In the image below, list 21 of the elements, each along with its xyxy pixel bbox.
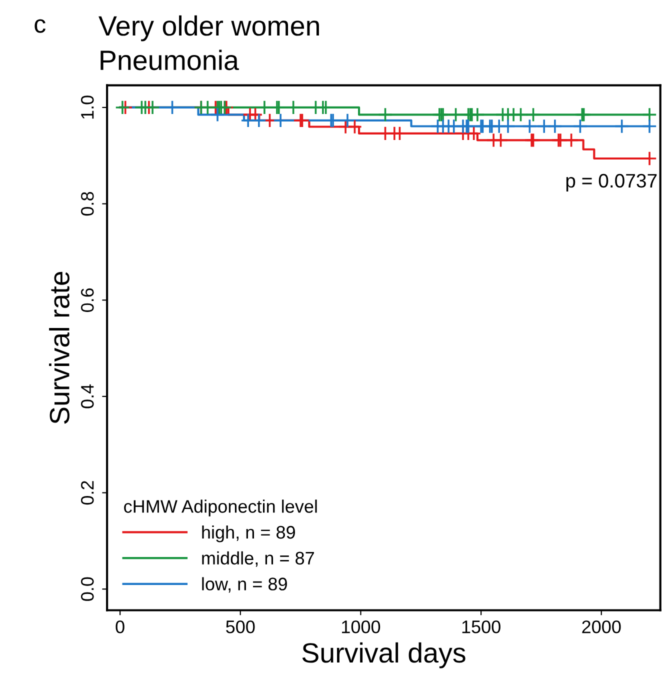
y-tick-label: 0.4 (80, 384, 94, 408)
legend-label: high, n = 89 (202, 525, 295, 542)
x-tick-label: 2000 (582, 620, 621, 634)
legend-label: low, n = 89 (202, 577, 287, 593)
legend-title: cHMW Adiponectin level (124, 500, 317, 516)
y-tick-label: 0.6 (80, 288, 94, 312)
y-tick-label: 0.8 (80, 192, 94, 216)
x-tick-label: 1000 (342, 620, 380, 634)
x-tick-label: 500 (226, 620, 255, 634)
x-tick-label: 0 (116, 620, 124, 634)
chart-title: Very older women (98, 15, 319, 42)
y-tick-label: 0.0 (80, 577, 94, 601)
y-axis-title: Survival rate (49, 272, 70, 424)
x-axis-title: Survival days (302, 642, 466, 668)
legend-label: middle, n = 87 (202, 551, 314, 567)
chart-subtitle: Pneumonia (100, 50, 239, 70)
annotation: p = 0.0737 (566, 174, 657, 192)
x-tick-label: 1500 (462, 620, 500, 634)
text: c (34, 19, 46, 33)
y-tick-label: 1.0 (80, 96, 94, 119)
y-tick-label: 0.2 (80, 481, 94, 505)
